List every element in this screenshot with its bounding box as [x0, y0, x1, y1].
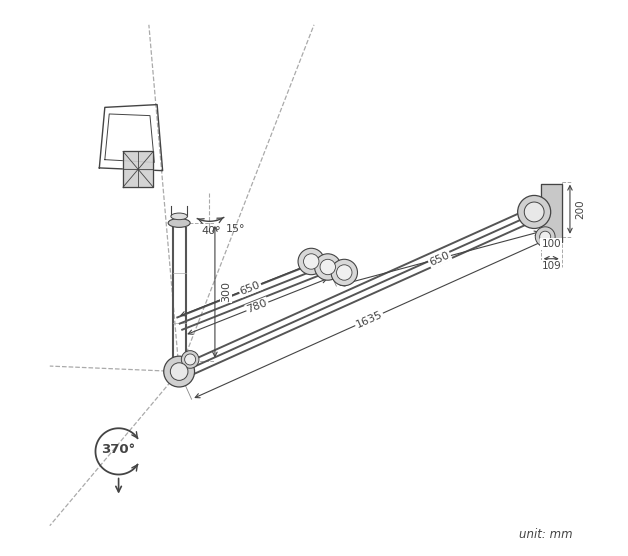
Circle shape	[337, 265, 352, 280]
Ellipse shape	[171, 213, 187, 220]
Polygon shape	[123, 151, 153, 187]
Circle shape	[539, 231, 551, 242]
Circle shape	[170, 363, 188, 380]
Circle shape	[524, 202, 544, 222]
Circle shape	[185, 354, 196, 365]
Text: 40°: 40°	[202, 226, 221, 236]
Text: 780: 780	[246, 298, 269, 315]
Text: 1635: 1635	[354, 309, 384, 330]
Circle shape	[298, 249, 325, 275]
Text: 100: 100	[541, 239, 561, 249]
Circle shape	[164, 356, 195, 387]
Circle shape	[517, 195, 551, 229]
Text: 650: 650	[239, 280, 262, 296]
Text: 200: 200	[575, 200, 585, 219]
Circle shape	[320, 259, 335, 275]
Text: 370°: 370°	[102, 443, 136, 456]
Text: 15°: 15°	[225, 224, 245, 234]
Ellipse shape	[168, 219, 190, 227]
Circle shape	[535, 227, 555, 247]
Circle shape	[315, 254, 341, 280]
Circle shape	[181, 351, 199, 368]
Circle shape	[331, 259, 357, 286]
Polygon shape	[541, 185, 561, 242]
Text: 300: 300	[221, 281, 231, 302]
Text: 650: 650	[428, 250, 451, 267]
Text: unit: mm: unit: mm	[519, 528, 573, 541]
Circle shape	[303, 254, 319, 269]
Text: 109: 109	[541, 261, 561, 271]
